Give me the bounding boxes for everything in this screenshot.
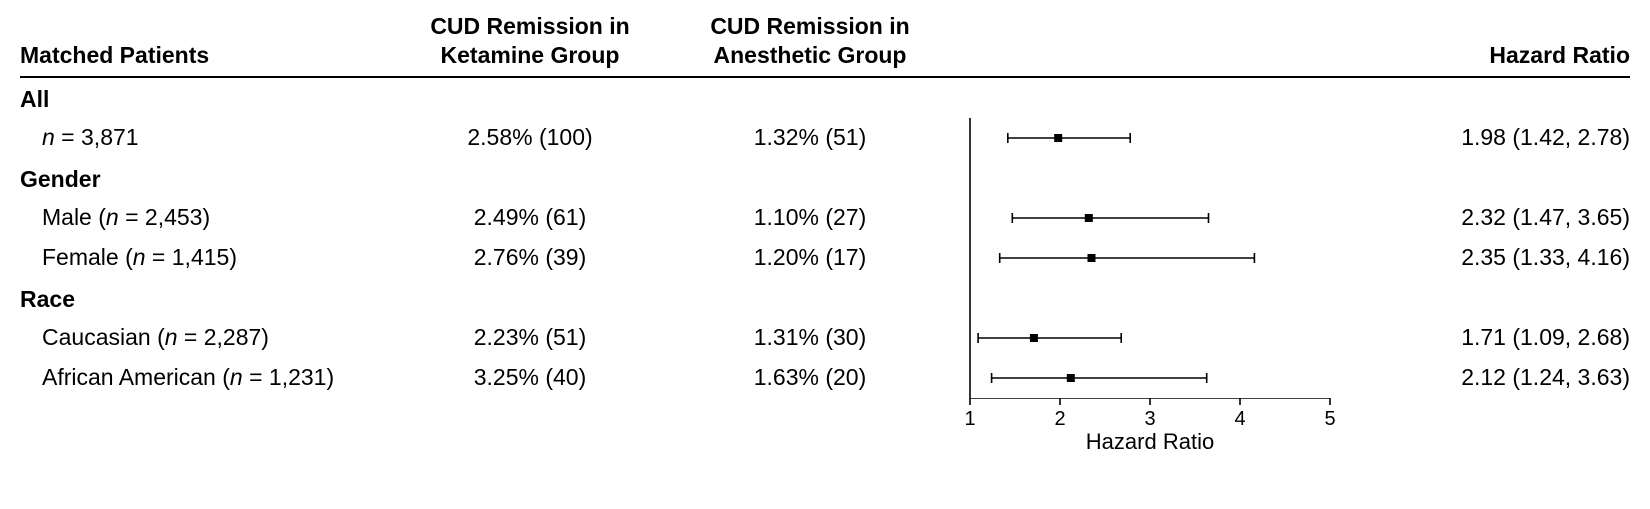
svg-text:3: 3: [1144, 408, 1155, 430]
ketamine-value: 2.58% (100): [390, 118, 670, 157]
row-label: Female (n = 1,415): [20, 238, 390, 277]
ketamine-value: 3.25% (40): [390, 358, 670, 397]
forest-plot-table: Matched Patients CUD Remission in Ketami…: [20, 12, 1630, 468]
row-label: African American (n = 1,231): [20, 358, 390, 397]
svg-text:5: 5: [1324, 408, 1335, 430]
anesthetic-value: 1.32% (51): [670, 118, 950, 157]
row-label: Male (n = 2,453): [20, 198, 390, 237]
ketamine-value: 2.49% (61): [390, 198, 670, 237]
anesthetic-value: 1.63% (20): [670, 358, 950, 397]
hazard-ratio-text: 2.12 (1.24, 3.63): [1350, 358, 1630, 397]
svg-text:Hazard Ratio: Hazard Ratio: [1086, 429, 1214, 454]
hazard-ratio-text: 1.98 (1.42, 2.78): [1350, 118, 1630, 157]
svg-text:1: 1: [964, 408, 975, 430]
category-title: Gender: [20, 158, 390, 197]
header-hr: Hazard Ratio: [1350, 41, 1630, 76]
anesthetic-value: 1.20% (17): [670, 238, 950, 277]
category-title: All: [20, 78, 390, 117]
hazard-ratio-text: 2.32 (1.47, 3.65): [1350, 198, 1630, 237]
forest-plot-row: [950, 198, 1350, 238]
row-label: Caucasian (n = 2,287): [20, 318, 390, 357]
forest-plot-row: [950, 238, 1350, 278]
anesthetic-value: 1.31% (30): [670, 318, 950, 357]
ketamine-value: 2.76% (39): [390, 238, 670, 277]
plot-spacer: [950, 78, 1350, 118]
hazard-ratio-text: 2.35 (1.33, 4.16): [1350, 238, 1630, 277]
svg-text:4: 4: [1234, 408, 1245, 430]
plot-spacer: [950, 278, 1350, 318]
row-label: n = 3,871: [20, 118, 390, 157]
ketamine-value: 2.23% (51): [390, 318, 670, 357]
header-ketamine: CUD Remission in Ketamine Group: [390, 12, 670, 76]
header-plot-spacer: [950, 41, 1350, 47]
plot-spacer: [950, 158, 1350, 198]
hazard-ratio-text: 1.71 (1.09, 2.68): [1350, 318, 1630, 357]
anesthetic-value: 1.10% (27): [670, 198, 950, 237]
header-matched: Matched Patients: [20, 41, 390, 76]
category-title: Race: [20, 278, 390, 317]
hazard-ratio-axis: 1 2 3 4 5 Hazard Ratio: [950, 398, 1350, 468]
forest-plot-row: [950, 358, 1350, 398]
svg-text:2: 2: [1054, 408, 1065, 430]
forest-plot-row: [950, 318, 1350, 358]
header-anesthetic: CUD Remission in Anesthetic Group: [670, 12, 950, 76]
forest-plot-row: [950, 118, 1350, 158]
